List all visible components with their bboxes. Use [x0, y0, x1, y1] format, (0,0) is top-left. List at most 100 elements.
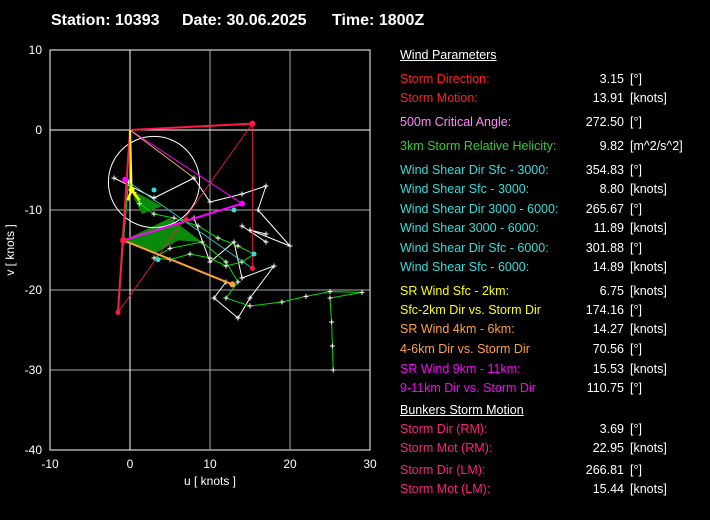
raw-wind-marker	[235, 315, 241, 321]
parameter-value: 14.27	[592, 322, 624, 336]
raw-wind-segment	[233, 241, 243, 279]
bunkers-lm-point	[249, 265, 255, 271]
hodograph-marker	[167, 245, 173, 251]
parameter-value: 9.82	[599, 139, 624, 153]
wind-end-point	[115, 309, 121, 315]
date-label: Date: 30.06.2025	[182, 12, 307, 29]
parameter-label: Storm Dir (LM):	[400, 463, 486, 477]
parameter-value: 266.81	[585, 463, 624, 477]
hodograph-marker	[235, 279, 241, 285]
raw-wind-marker	[239, 223, 245, 229]
raw-wind-segment	[193, 177, 211, 203]
helicity-area	[123, 218, 202, 254]
parameter-label: Storm Direction:	[400, 72, 490, 86]
parameter-label: 9-11km Dir vs. Storm Dir	[400, 381, 536, 395]
x-tick-label: 20	[283, 457, 297, 471]
parameter-unit: [°]	[630, 163, 642, 177]
y-tick-label: 10	[29, 43, 43, 57]
cyan-point	[151, 187, 157, 193]
shear-vector-3km	[123, 202, 243, 242]
shear-3km-point	[239, 200, 245, 207]
parameter-row: Storm Mot (RM): 22.95 [knots]	[400, 441, 700, 459]
hodograph-marker	[171, 215, 177, 221]
raw-wind-marker	[247, 295, 253, 301]
raw-wind-marker	[239, 275, 245, 281]
parameter-label: Wind Shear Dir 3000 - 6000:	[400, 202, 559, 216]
parameter-unit: [°]	[630, 422, 642, 436]
hodograph-marker	[279, 299, 285, 305]
parameter-value: 110.75	[586, 381, 624, 395]
hodograph-marker	[137, 201, 143, 207]
parameter-label: Wind Shear Dir Sfc - 3000:	[400, 163, 549, 177]
parameter-row: Storm Direction: 3.15 [°]	[400, 72, 700, 90]
hodograph-marker	[207, 255, 213, 261]
raw-wind-marker	[255, 207, 261, 213]
shear-6km-point	[229, 281, 236, 288]
hodograph-marker	[329, 319, 335, 325]
sr-wind-4-6km	[123, 239, 233, 286]
parameter-label: Wind Shear Sfc - 3000:	[400, 182, 530, 196]
wind-0-5km-point	[120, 236, 128, 244]
parameter-value: 354.83	[585, 163, 624, 177]
parameter-value: 15.44	[592, 482, 624, 496]
parameter-row: 4-6km Dir vs. Storm Dir 70.56 [°]	[400, 342, 700, 360]
raw-wind-segment	[209, 241, 235, 263]
hodograph-marker	[223, 259, 229, 265]
parameter-label: 500m Critical Angle:	[400, 115, 512, 129]
parameter-unit: [knots]	[630, 182, 667, 196]
parameter-label: Storm Dir (RM):	[400, 422, 488, 436]
raw-wind-marker	[263, 231, 269, 237]
raw-wind-segment	[209, 193, 243, 203]
parameter-label: 3km Storm Relative Helicity:	[400, 139, 557, 153]
y-tick-label: 0	[35, 123, 42, 137]
cyan-point	[155, 257, 161, 263]
parameter-row: SR Wind 4km - 6km: 14.27 [knots]	[400, 322, 700, 340]
hodograph-marker	[327, 295, 333, 301]
hodograph-marker	[195, 223, 201, 229]
parameter-label: SR Wind 4km - 6km:	[400, 322, 515, 336]
raw-wind-segment	[249, 265, 275, 299]
raw-wind-segment	[257, 209, 291, 247]
parameter-unit: [knots]	[630, 482, 667, 496]
hodograph-marker	[151, 255, 157, 261]
parameter-unit: [knots]	[630, 441, 667, 455]
parameter-value: 272.50	[585, 115, 624, 129]
parameter-value: 8.80	[599, 182, 624, 196]
parameter-label: Storm Mot (LM):	[400, 482, 491, 496]
storm-motion-vector	[129, 122, 253, 131]
hodograph-marker	[151, 211, 157, 217]
hodograph-plot: -10 0 10 20 30 10 0 -10 -20 -30 -40 u [ knots ] v [ …	[3, 43, 377, 488]
raw-wind-segment	[241, 225, 267, 243]
parameter-unit: [knots]	[630, 322, 667, 336]
parameter-value: 301.88	[585, 241, 624, 255]
hodograph-marker	[330, 367, 336, 373]
parameter-unit: [knots]	[630, 91, 667, 105]
parameter-row: Wind Shear Dir Sfc - 3000: 354.83 [°]	[400, 163, 700, 181]
parameter-unit: [°]	[630, 463, 642, 477]
hodograph-marker	[235, 243, 241, 249]
parameter-row: Wind Shear Dir 3000 - 6000: 265.67 [°]	[400, 202, 700, 220]
parameter-row: Storm Motion: 13.91 [knots]	[400, 91, 700, 109]
parameter-label: Wind Shear Dir Sfc - 6000:	[400, 241, 549, 255]
hodograph-marker	[247, 303, 253, 309]
hodograph-marker	[199, 239, 205, 245]
raw-wind-segment	[213, 281, 227, 299]
parameter-label: SR Wind Sfc - 2km:	[400, 284, 510, 298]
station-label: Station: 10393	[51, 12, 160, 29]
raw-wind-marker	[239, 191, 245, 197]
raw-wind-marker	[211, 295, 217, 301]
cyan-point	[231, 207, 237, 213]
cyan-point	[251, 251, 257, 257]
y-tick-label: -20	[25, 283, 43, 297]
parameter-row: 9-11km Dir vs. Storm Dir 110.75 [°]	[400, 381, 700, 399]
parameter-value: 14.89	[592, 260, 624, 274]
parameter-value: 3.69	[599, 422, 624, 436]
parameter-unit: [°]	[630, 342, 642, 356]
parameter-value: 15.53	[592, 362, 624, 376]
parameter-unit: [°]	[630, 202, 642, 216]
raw-wind-segment	[249, 229, 291, 247]
parameter-unit: [knots]	[630, 221, 667, 235]
raw-wind-marker	[263, 239, 269, 245]
parameter-value: 11.89	[593, 221, 624, 235]
parameter-row: Sfc-2km Dir vs. Storm Dir 174.16 [°]	[400, 303, 700, 321]
